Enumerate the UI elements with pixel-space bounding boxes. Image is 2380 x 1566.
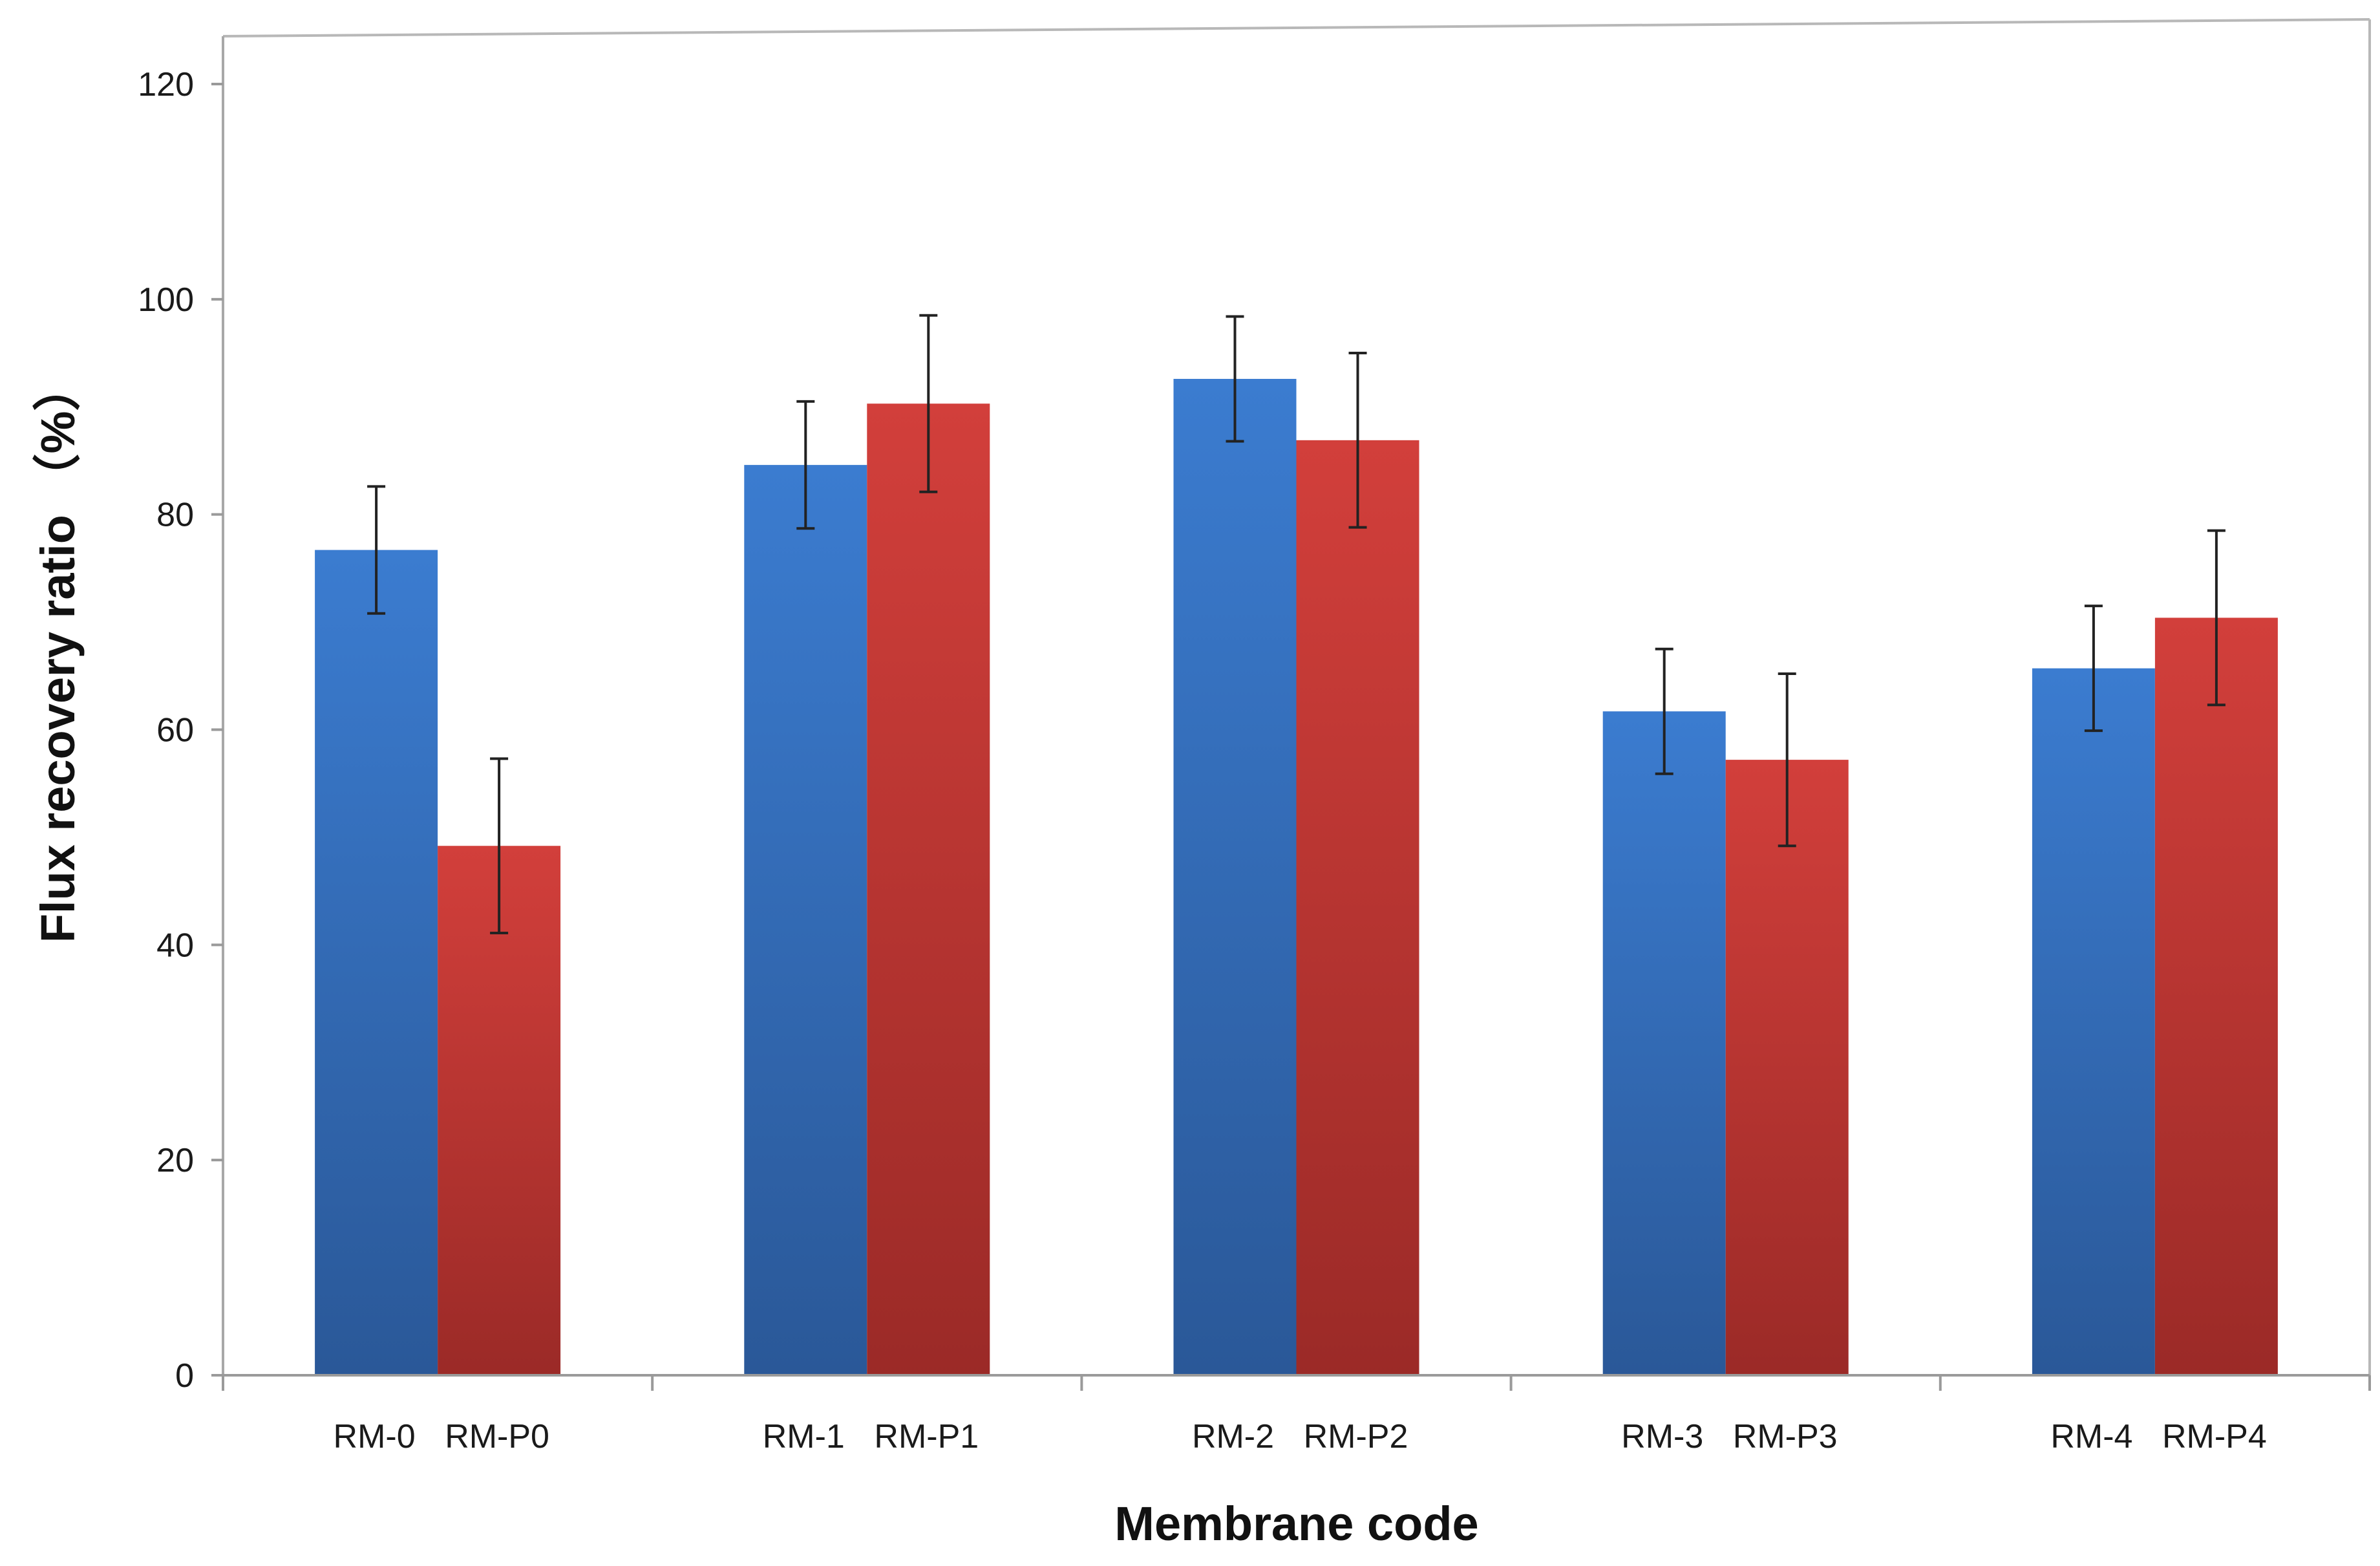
- bar-rm-p1: [867, 403, 990, 1375]
- y-tick-label: 20: [156, 1142, 194, 1179]
- category-label: RM-P1: [874, 1418, 979, 1455]
- category-label: RM-P3: [1733, 1418, 1838, 1455]
- bar-rm-p3: [1725, 760, 1849, 1375]
- y-tick-label: 40: [156, 927, 194, 964]
- bar-rm-4: [2032, 668, 2155, 1375]
- y-tick-label: 0: [175, 1357, 194, 1395]
- category-label: RM-P0: [445, 1418, 549, 1455]
- plot-area: [315, 314, 2278, 1376]
- category-label: RM-2: [1192, 1418, 1274, 1455]
- category-label: RM-0: [334, 1418, 416, 1455]
- category-label: RM-3: [1621, 1418, 1703, 1455]
- bar-rm-p4: [2154, 617, 2278, 1375]
- y-tick-label: 120: [138, 66, 194, 103]
- bar-rm-1: [744, 465, 867, 1375]
- bar-rm-p2: [1296, 440, 1419, 1376]
- y-tick-label: 100: [138, 281, 194, 319]
- axes: 0 20 40 60 80 100 120 RM-0 RM-P0 RM-1 RM-P1 RM-2 RM-…: [138, 66, 2371, 1455]
- y-tick-label: 80: [156, 497, 194, 534]
- category-label: RM-P2: [1304, 1418, 1408, 1455]
- bar-rm-0: [315, 550, 438, 1375]
- bar-rm-2: [1173, 378, 1297, 1375]
- y-axis-title: Flux recovery ratio （%）: [31, 363, 85, 943]
- category-label: RM-4: [2050, 1418, 2132, 1455]
- category-label: RM-P4: [2162, 1418, 2267, 1455]
- bar-rm-3: [1602, 711, 1726, 1375]
- y-tick-label: 60: [156, 712, 194, 749]
- category-label: RM-1: [763, 1418, 845, 1455]
- frame-top: [222, 18, 2370, 38]
- x-axis-title: Membrane code: [1114, 1497, 1478, 1550]
